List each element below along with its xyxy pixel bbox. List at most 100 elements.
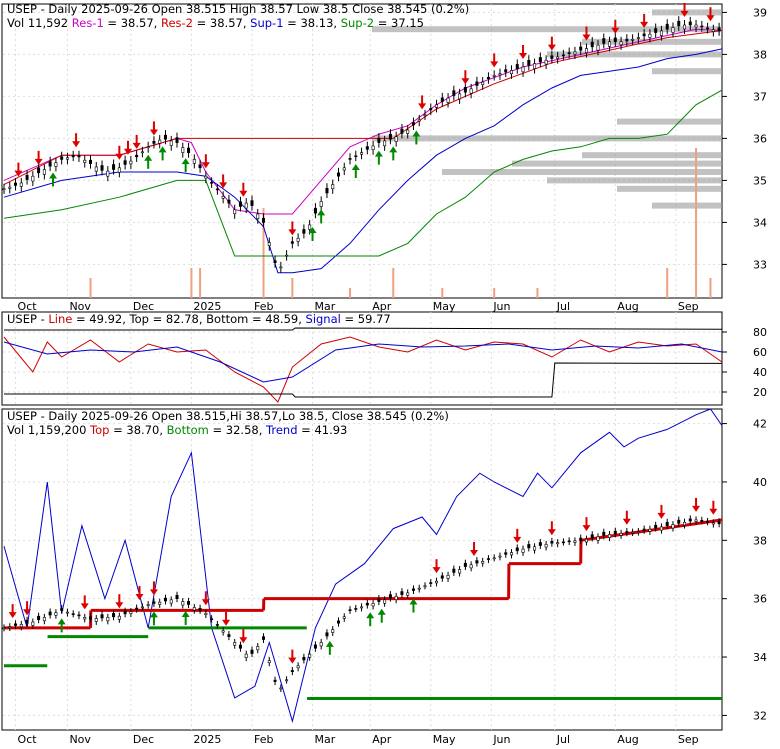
trend-candle-body <box>678 520 680 523</box>
trend-candle-body <box>3 628 5 629</box>
trend-x-tick-label: 2025 <box>193 733 221 745</box>
price-candle-body <box>332 185 334 189</box>
trend-candle-body <box>481 561 483 563</box>
price-candle-body <box>153 141 155 143</box>
price-candle-body <box>447 98 449 102</box>
trend-candle-body <box>545 544 547 547</box>
trend-candle-body <box>643 529 645 530</box>
trend-candle-body <box>539 542 541 545</box>
price-candle-body <box>343 168 345 170</box>
price-candle-body <box>597 45 599 50</box>
trend-candle-body <box>533 547 535 550</box>
trend-candle-body <box>291 670 293 671</box>
trend-x-tick-label: Oct <box>18 733 38 745</box>
trend-candle-body <box>435 581 437 583</box>
oscillator-y-tick-label: 20 <box>753 386 767 399</box>
price-candle-body <box>291 242 293 244</box>
price-candle-body <box>418 120 420 121</box>
price-candle-body <box>216 189 218 190</box>
price-candle-body <box>614 38 616 42</box>
price-candle-body <box>337 173 339 176</box>
trend-candle-body <box>187 601 189 604</box>
price-candle-body <box>112 165 114 170</box>
price-candle-body <box>199 165 201 168</box>
price-x-tick-label: Jul <box>556 300 570 313</box>
trend-candle-body <box>239 645 241 648</box>
price-candle-body <box>280 267 282 268</box>
price-candle-body <box>101 166 103 171</box>
trend-candle-body <box>360 607 362 608</box>
price-candle-body <box>89 160 91 163</box>
price-candle-body <box>285 255 287 256</box>
price-candle-body <box>43 169 45 174</box>
trend-candle-body <box>257 647 259 650</box>
trend-candle-body <box>182 602 184 605</box>
price-info-segment: Sup-1 <box>250 16 283 30</box>
price-candle-body <box>568 53 570 54</box>
trend-candle-body <box>499 556 501 557</box>
price-candle-body <box>695 25 697 27</box>
trend-candle-body <box>453 569 455 572</box>
price-candle-body <box>372 146 374 150</box>
trend-candle-body <box>135 608 137 609</box>
price-candle-body <box>539 57 541 61</box>
price-candle-body <box>187 148 189 153</box>
trend-candle-body <box>585 539 587 542</box>
trend-info-line: Vol 1,159,200 Top = 38.70, Bottom = 32.5… <box>7 423 347 437</box>
price-candle-body <box>268 243 270 246</box>
trend-x-tick-label: Dec <box>133 733 154 745</box>
price-candle-body <box>453 91 455 96</box>
price-candle-body <box>718 28 720 31</box>
price-candle-body <box>159 140 161 143</box>
trend-candle-body <box>147 605 149 606</box>
trend-y-tick-label: 32 <box>753 709 767 722</box>
trend-candle-body <box>280 688 282 689</box>
price-candle-body <box>20 183 22 187</box>
trend-candle-body <box>672 525 674 528</box>
trend-candle-body <box>412 589 414 591</box>
trend-candle-body <box>683 522 685 525</box>
price-candle-body <box>135 155 137 157</box>
trend-candle-body <box>372 603 374 606</box>
trend-y-tick-label: 42 <box>753 418 767 431</box>
price-candle-body <box>72 156 74 157</box>
trend-candle-body <box>689 519 691 521</box>
trend-candle-body <box>112 613 114 616</box>
price-candle-body <box>164 135 166 139</box>
trend-candle-body <box>556 543 558 544</box>
trend-candle-body <box>418 588 420 589</box>
trend-x-tick-label: Apr <box>372 733 392 745</box>
price-candle-body <box>712 30 714 32</box>
price-candle-body <box>626 39 628 41</box>
price-candle-body <box>551 56 553 59</box>
price-candle-body <box>95 167 97 171</box>
price-candle-body <box>32 176 34 181</box>
price-volume-profile-bar <box>652 68 722 74</box>
price-candle-body <box>430 108 432 109</box>
trend-candle-body <box>124 611 126 614</box>
price-candle-body <box>308 225 310 230</box>
trend-candle-body <box>210 619 212 620</box>
price-candle-body <box>603 39 605 44</box>
price-candle-body <box>360 153 362 155</box>
price-info-segment: = 38.57, <box>193 16 250 30</box>
price-candle-body <box>37 168 39 173</box>
trend-candle-body <box>164 598 166 601</box>
trend-candle-body <box>562 542 564 543</box>
price-candle-body <box>9 187 11 188</box>
trend-candle-body <box>551 541 553 543</box>
trend-candle-body <box>580 538 582 540</box>
trend-frame <box>2 409 722 730</box>
price-candle-body <box>522 67 524 72</box>
trend-candle-body <box>49 612 51 615</box>
price-x-tick-label: May <box>433 300 456 313</box>
price-volume-bar <box>441 288 443 298</box>
trend-candle-body <box>366 603 368 605</box>
oscillator-y-tick-label: 60 <box>753 346 767 359</box>
price-volume-profile-bar <box>372 135 722 141</box>
trend-candle-body <box>262 637 264 640</box>
price-candle-body <box>660 31 662 36</box>
trend-candle-body <box>470 565 472 568</box>
trend-candle-body <box>199 608 201 610</box>
